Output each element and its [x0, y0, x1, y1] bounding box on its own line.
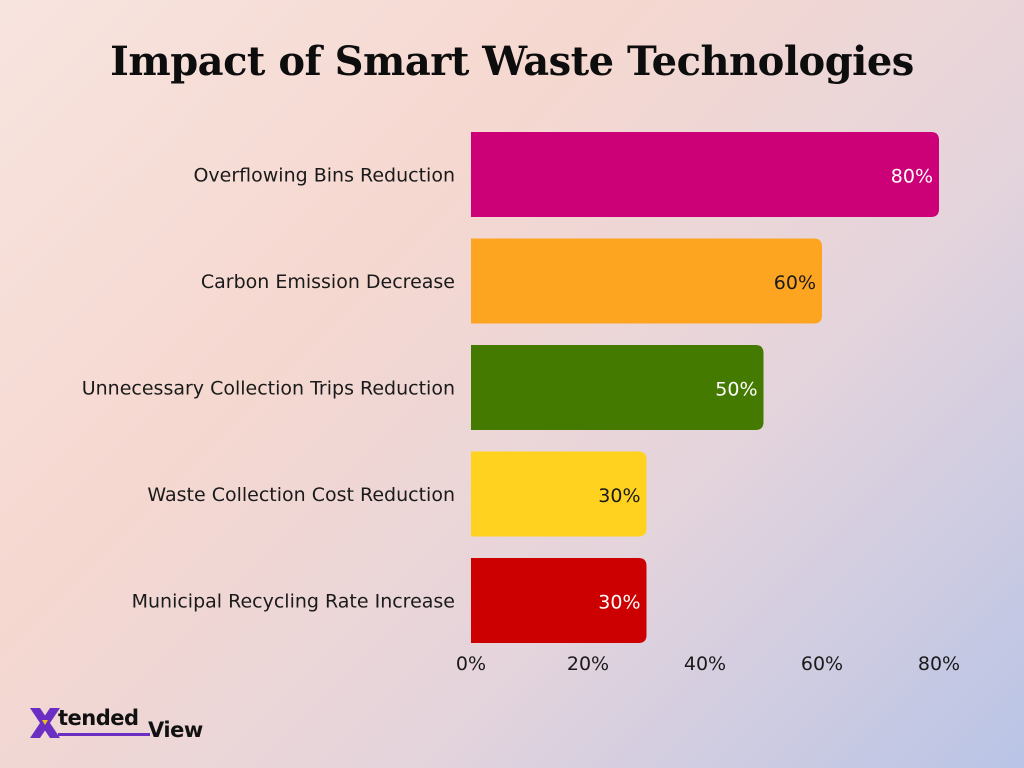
- chart-title: Impact of Smart Waste Technologies: [110, 38, 914, 85]
- x-axis-ticks: 0% 20% 40% 60% 80%: [456, 653, 960, 675]
- bar: [471, 558, 647, 643]
- bars-layer: [471, 132, 939, 643]
- value-label: 80%: [891, 166, 933, 188]
- logo-text-view: View: [148, 718, 203, 742]
- value-label: 60%: [774, 272, 816, 294]
- category-label: Overflowing Bins Reduction: [193, 165, 455, 187]
- bar: [471, 451, 647, 537]
- category-label: Unnecessary Collection Trips Reduction: [82, 378, 455, 400]
- category-labels-layer: Overflowing Bins Reduction Carbon Emissio…: [82, 165, 455, 613]
- logo-text-tended: tended: [58, 706, 139, 730]
- value-labels-layer: 80% 60% 50% 30% 30%: [598, 166, 933, 614]
- logo-underline: [58, 733, 150, 736]
- x-tick-label: 60%: [801, 653, 843, 675]
- x-tick-label: 0%: [456, 653, 486, 675]
- category-label: Municipal Recycling Rate Increase: [132, 591, 455, 613]
- category-label: Waste Collection Cost Reduction: [147, 484, 455, 506]
- x-logo-mark: [30, 708, 60, 738]
- bar: [471, 345, 764, 430]
- value-label: 30%: [598, 485, 640, 507]
- x-tick-label: 20%: [567, 653, 609, 675]
- category-label: Carbon Emission Decrease: [201, 271, 455, 293]
- x-tick-label: 80%: [918, 653, 960, 675]
- value-label: 50%: [715, 379, 757, 401]
- value-label: 30%: [598, 592, 640, 614]
- bar: [471, 238, 822, 324]
- x-tick-label: 40%: [684, 653, 726, 675]
- bar: [471, 132, 939, 217]
